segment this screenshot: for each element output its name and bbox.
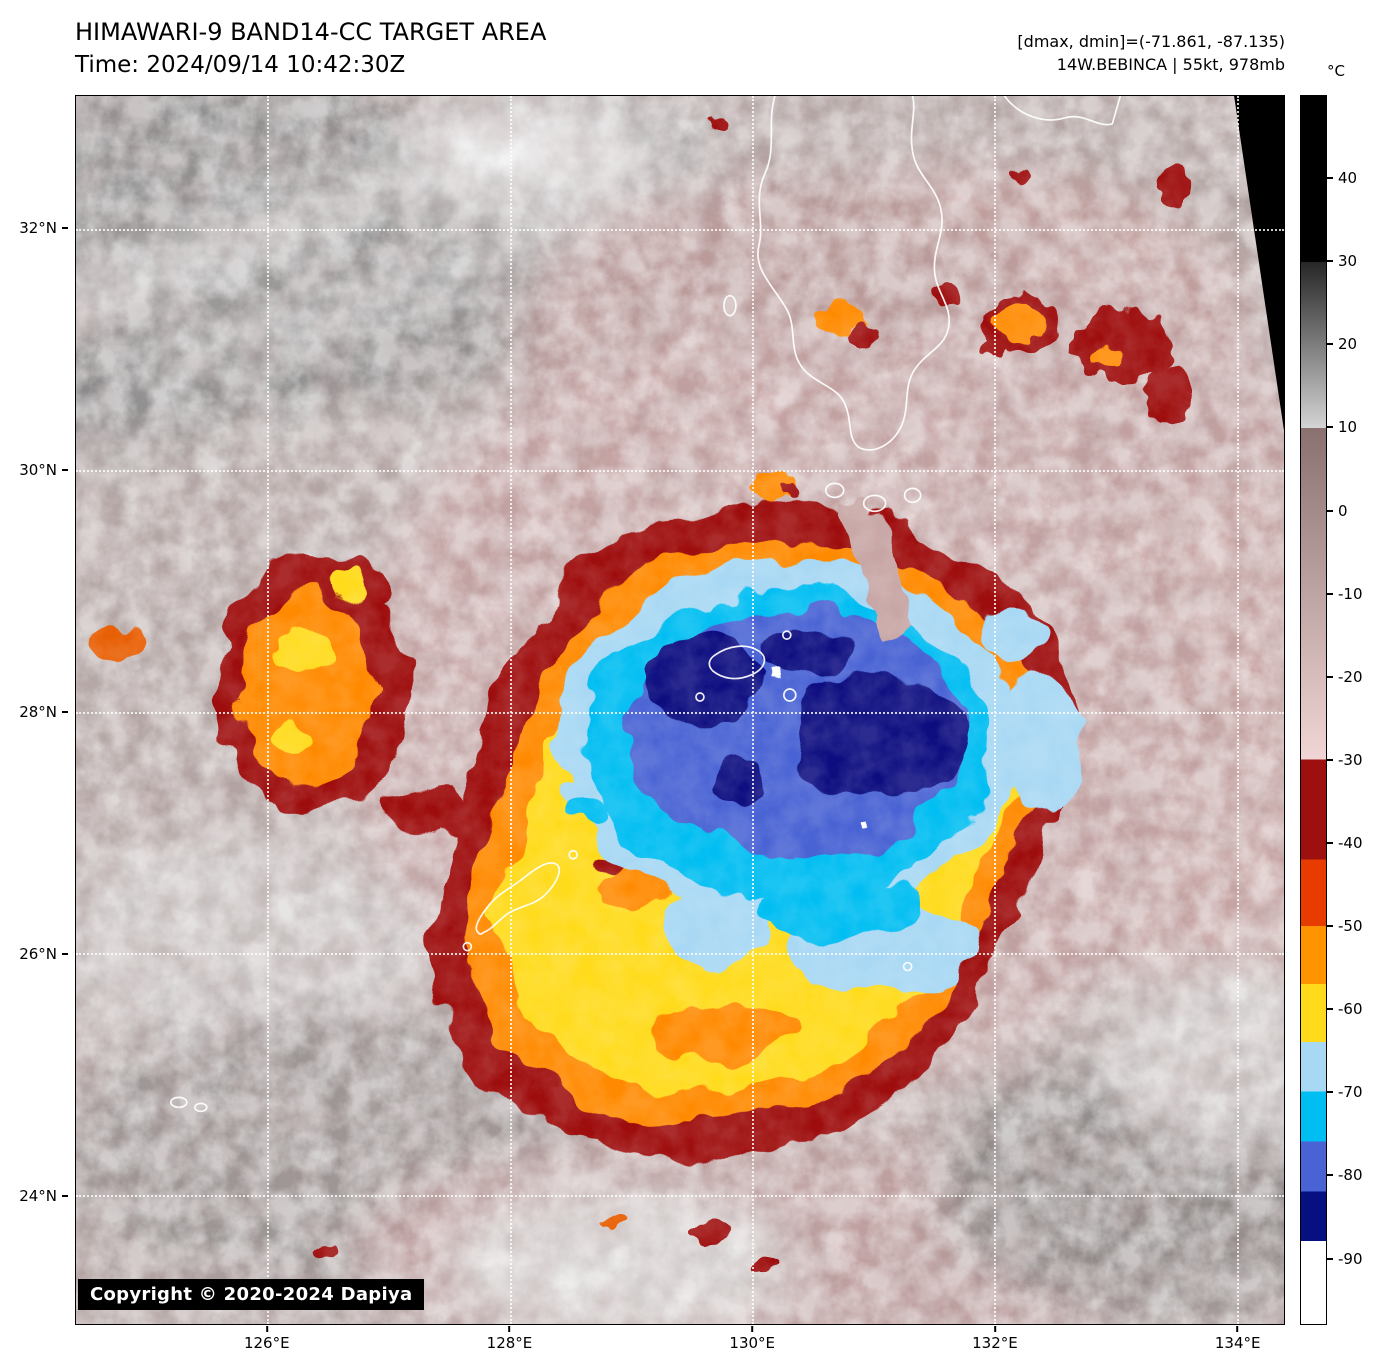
lon-tick-label: 126°E: [243, 1326, 290, 1352]
colorbar-tick-label: 30: [1327, 252, 1357, 270]
island-outline: [169, 1096, 188, 1109]
island-outline: [902, 961, 913, 972]
lat-tick-label: 24°N: [19, 1187, 69, 1205]
okinawa-island-outline: [475, 862, 561, 935]
colorbar-tick-label: -20: [1327, 668, 1363, 686]
noise-texture-overlay: [76, 96, 1284, 1324]
colorbar-tick-label: -80: [1327, 1166, 1363, 1184]
colorbar-tick-label: 10: [1327, 418, 1357, 436]
colorbar-tick-label: -70: [1327, 1083, 1363, 1101]
colorbar-tick-label: -10: [1327, 585, 1363, 603]
colorbar-tick-label: -90: [1327, 1250, 1363, 1268]
dmax-dmin-readout: [dmax, dmin]=(-71.861, -87.135): [1017, 32, 1285, 51]
shikoku-coastline: [1003, 96, 1122, 126]
lat-tick-label: 26°N: [19, 945, 69, 963]
lon-tick-label: 134°E: [1214, 1326, 1261, 1352]
island-outline: [781, 630, 792, 640]
copyright-badge: Copyright © 2020-2024 Dapiya: [78, 1279, 425, 1310]
map-area: Copyright © 2020-2024 Dapiya: [75, 95, 1285, 1325]
colorbar-unit-label: °C: [1327, 62, 1345, 80]
island-outline: [903, 487, 922, 504]
island-outline: [695, 692, 705, 702]
lon-tick-label: 132°E: [972, 1326, 1018, 1352]
island-outline: [568, 849, 579, 860]
island-outline: [782, 688, 797, 702]
product-time: Time: 2024/09/14 10:42:30Z: [75, 52, 406, 78]
colorbar-tick-labels: 40 30 20 10 0 -10 -20 -30 -40 -50 -60 -70 -80 -90: [1327, 95, 1387, 1325]
product-annotations: [dmax, dmin]=(-71.861, -87.135) 14W.BEBI…: [1017, 30, 1285, 76]
lat-tick-label: 32°N: [19, 219, 69, 237]
lat-tick-label: 28°N: [19, 703, 69, 721]
colorbar-tick-label: 20: [1327, 335, 1357, 353]
colorbar: [1300, 95, 1327, 1325]
island-outline: [193, 1102, 208, 1113]
colorbar-tick-label: -50: [1327, 917, 1363, 935]
lat-tick-label: 30°N: [19, 461, 69, 479]
amami-island-outline: [708, 645, 766, 680]
colorbar-tick-label: -60: [1327, 1000, 1363, 1018]
latitude-axis: 32°N 30°N 28°N 26°N 24°N: [0, 95, 69, 1325]
kyushu-coastline: [757, 96, 951, 451]
island-outline: [723, 294, 737, 317]
satellite-imagery: [76, 96, 1284, 1324]
colorbar-tick-label: 40: [1327, 169, 1357, 187]
storm-info: 14W.BEBINCA | 55kt, 978mb: [1056, 55, 1285, 74]
longitude-axis: 126°E 128°E 130°E 132°E 134°E: [75, 1325, 1285, 1357]
island-outline: [824, 482, 845, 499]
coastlines: [169, 96, 1122, 1113]
colorbar-tick-label: -30: [1327, 751, 1363, 769]
lon-tick-label: 128°E: [486, 1326, 533, 1352]
product-title: HIMAWARI-9 BAND14-CC TARGET AREA: [75, 18, 547, 46]
lon-tick-label: 130°E: [729, 1326, 776, 1352]
island-outline: [462, 941, 473, 952]
colorbar-tick-label: -40: [1327, 834, 1363, 852]
colorbar-tick-label: 0: [1327, 502, 1348, 520]
island-outline: [862, 494, 887, 513]
